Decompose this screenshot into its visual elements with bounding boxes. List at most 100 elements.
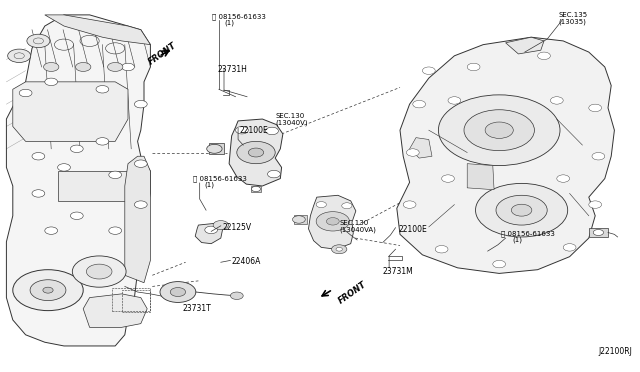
Polygon shape (410, 138, 432, 158)
Circle shape (438, 95, 560, 166)
Circle shape (70, 212, 83, 219)
Circle shape (134, 160, 147, 167)
Circle shape (109, 171, 122, 179)
Circle shape (19, 89, 32, 97)
Text: (1): (1) (224, 19, 234, 26)
Circle shape (442, 175, 454, 182)
Circle shape (476, 183, 568, 237)
Text: (1): (1) (512, 236, 522, 243)
Circle shape (109, 227, 122, 234)
Text: 22100E: 22100E (398, 225, 427, 234)
Circle shape (332, 245, 347, 254)
Polygon shape (467, 164, 494, 190)
Circle shape (122, 63, 134, 71)
Text: SEC.130: SEC.130 (275, 113, 305, 119)
Text: (13040VA): (13040VA) (339, 227, 376, 233)
Circle shape (563, 244, 576, 251)
Circle shape (134, 201, 147, 208)
Circle shape (13, 270, 83, 311)
Text: (1): (1) (205, 182, 215, 188)
Circle shape (292, 216, 305, 223)
Text: J22100RJ: J22100RJ (598, 347, 632, 356)
Circle shape (108, 62, 123, 71)
Circle shape (252, 186, 260, 192)
Polygon shape (6, 15, 150, 346)
Circle shape (205, 226, 218, 234)
Circle shape (464, 110, 534, 151)
Circle shape (45, 78, 58, 86)
Circle shape (86, 264, 112, 279)
Circle shape (8, 49, 31, 62)
Circle shape (485, 122, 513, 138)
Circle shape (326, 218, 339, 225)
Circle shape (589, 201, 602, 208)
Circle shape (493, 260, 506, 268)
Text: 23731T: 23731T (182, 304, 211, 313)
Circle shape (237, 141, 275, 164)
Text: Ⓑ 08156-61633: Ⓑ 08156-61633 (193, 176, 247, 182)
Circle shape (467, 63, 480, 71)
Circle shape (160, 282, 196, 302)
Polygon shape (229, 119, 283, 186)
Text: 23731H: 23731H (218, 65, 248, 74)
Circle shape (316, 212, 349, 231)
Circle shape (538, 52, 550, 60)
Text: 23731M: 23731M (382, 267, 413, 276)
Circle shape (268, 170, 280, 178)
Circle shape (511, 204, 532, 216)
Polygon shape (294, 215, 307, 224)
Polygon shape (506, 37, 544, 54)
Circle shape (422, 67, 435, 74)
Circle shape (43, 287, 53, 293)
Circle shape (448, 97, 461, 104)
Circle shape (435, 246, 448, 253)
Polygon shape (397, 37, 614, 273)
Circle shape (316, 202, 326, 208)
Circle shape (550, 97, 563, 104)
Polygon shape (308, 195, 356, 249)
Circle shape (592, 153, 605, 160)
Circle shape (32, 153, 45, 160)
Circle shape (230, 292, 243, 299)
Circle shape (593, 230, 604, 235)
Circle shape (76, 62, 91, 71)
Circle shape (342, 203, 352, 209)
Circle shape (496, 195, 547, 225)
Circle shape (170, 288, 186, 296)
Text: Ⓑ 08156-61633: Ⓑ 08156-61633 (501, 230, 555, 237)
Text: 22406A: 22406A (232, 257, 261, 266)
Text: 22100E: 22100E (240, 126, 269, 135)
Polygon shape (251, 186, 261, 192)
Polygon shape (125, 156, 150, 283)
Circle shape (236, 126, 248, 134)
Polygon shape (209, 143, 224, 154)
Circle shape (557, 175, 570, 182)
Circle shape (336, 247, 342, 251)
Circle shape (134, 100, 147, 108)
Circle shape (589, 104, 602, 112)
Text: 22125V: 22125V (223, 223, 252, 232)
Circle shape (45, 227, 58, 234)
Circle shape (96, 138, 109, 145)
Polygon shape (195, 223, 223, 244)
Circle shape (213, 221, 228, 230)
Circle shape (248, 148, 264, 157)
Circle shape (27, 34, 50, 48)
Text: SEC.130: SEC.130 (339, 220, 369, 226)
Text: (13035): (13035) (558, 18, 586, 25)
Text: Ⓑ 08156-61633: Ⓑ 08156-61633 (212, 13, 266, 20)
Circle shape (207, 144, 222, 153)
Circle shape (58, 164, 70, 171)
Circle shape (30, 280, 66, 301)
Polygon shape (58, 171, 128, 201)
Circle shape (403, 201, 416, 208)
Circle shape (266, 127, 278, 135)
Text: (13040V): (13040V) (275, 120, 308, 126)
Polygon shape (45, 15, 150, 45)
Text: FRONT: FRONT (337, 280, 368, 306)
Circle shape (96, 86, 109, 93)
Circle shape (70, 145, 83, 153)
Polygon shape (83, 294, 147, 327)
Circle shape (413, 100, 426, 108)
Circle shape (32, 190, 45, 197)
